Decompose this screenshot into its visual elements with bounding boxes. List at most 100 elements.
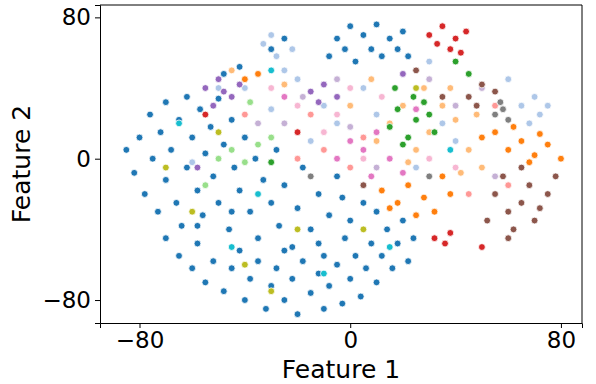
point [544,191,551,198]
point [373,164,380,171]
point [202,150,209,157]
point [168,146,175,153]
series [162,85,419,295]
point [434,40,441,47]
point [357,293,364,300]
point [518,164,525,171]
point [426,173,433,180]
tick-label: −80 [116,327,165,353]
point [281,93,288,100]
point [505,182,512,189]
point [342,235,349,242]
point [386,35,393,42]
series [228,67,485,176]
frame [582,5,583,323]
point [373,129,380,136]
point [492,88,499,95]
point [255,120,262,127]
point [215,76,222,83]
point [194,164,201,171]
point [442,240,449,247]
point [207,124,214,131]
point [294,129,301,136]
point [339,194,346,201]
point [389,265,396,272]
point [413,67,420,74]
point [176,120,183,127]
point [255,235,262,242]
point [215,199,222,206]
point [526,159,533,166]
frame [100,5,582,6]
point [334,173,341,180]
point [162,99,169,106]
point [492,111,499,118]
point [518,138,525,145]
point [131,169,138,176]
point [452,35,459,42]
point [263,305,270,312]
point [347,275,354,282]
point [363,265,370,272]
point [405,159,412,166]
point [255,191,262,198]
point [399,28,406,35]
point [421,99,428,106]
point [479,134,486,141]
point [447,146,454,153]
point [447,191,454,198]
series [202,99,275,189]
point [268,106,275,113]
point [360,182,367,189]
point [228,67,235,74]
point [210,258,217,265]
x-axis-title: Feature 1 [282,355,400,384]
point [447,46,454,53]
point [215,129,222,136]
point [215,95,222,102]
points [123,21,564,318]
tick: −80 [42,287,100,313]
point [247,275,254,282]
point [273,146,280,153]
point [334,120,341,127]
point [320,81,327,88]
point [155,208,162,215]
tick: 80 [547,323,576,353]
tick-mark [95,300,100,301]
point [289,244,296,251]
point [136,134,143,141]
point [334,261,341,268]
point [465,191,472,198]
point [439,23,446,30]
point [439,120,446,127]
point [510,226,517,233]
point [465,146,472,153]
point [220,288,227,295]
point [162,164,169,171]
point [210,173,217,180]
point [255,258,262,265]
point [536,111,543,118]
point [439,93,446,100]
point [307,173,314,180]
point [189,208,196,215]
point [347,102,354,109]
point [479,164,486,171]
point [457,169,464,176]
point [500,106,507,113]
point [194,187,201,194]
point [241,76,248,83]
point [378,252,385,259]
point [334,155,341,162]
point [544,102,551,109]
point [484,217,491,224]
point [241,111,248,118]
point [157,129,164,136]
point [360,155,367,162]
point [326,283,333,290]
point [247,208,254,215]
point [378,187,385,194]
point [294,205,301,212]
point [426,155,433,162]
